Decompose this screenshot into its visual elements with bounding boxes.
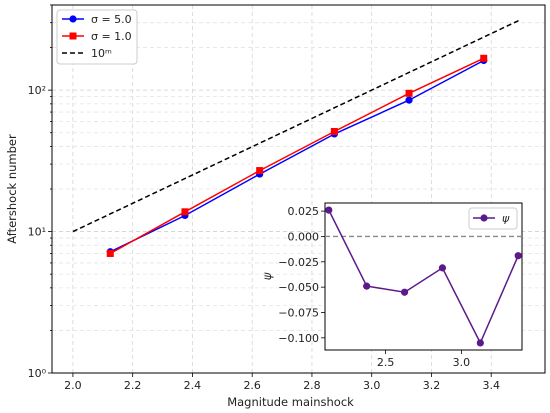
x-tick-label: 2.4 bbox=[184, 379, 202, 392]
inset-data-point bbox=[438, 264, 447, 272]
inset-y-tick-label: 0.000 bbox=[288, 230, 320, 243]
inset-series-line bbox=[328, 209, 519, 345]
inset-legend: ψ bbox=[468, 207, 518, 230]
y-tick-label: 10¹ bbox=[28, 226, 46, 239]
data-point bbox=[106, 249, 114, 257]
inset-y-tick-label: −0.050 bbox=[278, 281, 319, 294]
data-point bbox=[405, 96, 413, 104]
x-tick-label: 2.6 bbox=[243, 379, 261, 392]
data-point bbox=[181, 208, 189, 216]
inset-y-tick-label: 0.025 bbox=[288, 205, 320, 218]
x-tick-label: 3.0 bbox=[363, 379, 381, 392]
legend-marker bbox=[69, 15, 77, 23]
x-tick-label: 2.8 bbox=[303, 379, 321, 392]
series-line bbox=[72, 18, 522, 233]
y-tick-label: 10² bbox=[28, 84, 46, 97]
legend-label: σ = 5.0 bbox=[91, 13, 132, 26]
x-tick-label: 3.4 bbox=[482, 379, 500, 392]
x-tick-label: 2.0 bbox=[64, 379, 82, 392]
legend-label: σ = 1.0 bbox=[91, 30, 132, 43]
legend-label: 10ᵐ bbox=[91, 47, 112, 60]
y-axis-label: Aftershock number bbox=[5, 134, 19, 244]
legend-box bbox=[56, 9, 138, 65]
inset-y-axis-label: ψ bbox=[260, 272, 274, 280]
data-point bbox=[256, 167, 264, 175]
legend: σ = 5.0 σ = 1.0 10ᵐ bbox=[56, 9, 138, 65]
inset-y-tick-label: −0.075 bbox=[278, 306, 319, 319]
legend-marker bbox=[69, 32, 77, 40]
inset-legend-marker bbox=[480, 214, 488, 222]
series-line bbox=[109, 57, 485, 255]
series-line bbox=[109, 59, 485, 253]
x-tick-label: 3.2 bbox=[423, 379, 441, 392]
inset-chart: 2.5 3.0 0.025 0.000 −0.025 −0.050 −0.075 −0.100… bbox=[260, 202, 523, 369]
inset-data-point bbox=[325, 206, 333, 214]
inset-y-tick-label: −0.025 bbox=[278, 256, 319, 269]
data-point bbox=[480, 54, 488, 62]
inset-legend-label: ψ bbox=[502, 212, 510, 225]
x-tick-label: 2.2 bbox=[124, 379, 142, 392]
main-chart: 2.0 2.2 2.4 2.6 2.8 3.0 3.2 3.4 10⁰ 10¹ 10² Magnitu… bbox=[5, 4, 546, 409]
inset-data-point bbox=[514, 252, 522, 260]
data-point bbox=[330, 128, 338, 136]
y-tick-label: 10⁰ bbox=[28, 367, 47, 380]
inset-data-point bbox=[476, 339, 484, 347]
inset-y-tick-label: −0.100 bbox=[278, 332, 319, 345]
inset-x-tick-label: 3.0 bbox=[453, 356, 471, 369]
data-point bbox=[405, 89, 413, 97]
inset-data-point bbox=[400, 288, 409, 296]
inset-x-tick-label: 2.5 bbox=[377, 356, 395, 369]
inset-data-point bbox=[363, 282, 371, 290]
x-axis-label: Magnitude mainshock bbox=[227, 395, 354, 409]
